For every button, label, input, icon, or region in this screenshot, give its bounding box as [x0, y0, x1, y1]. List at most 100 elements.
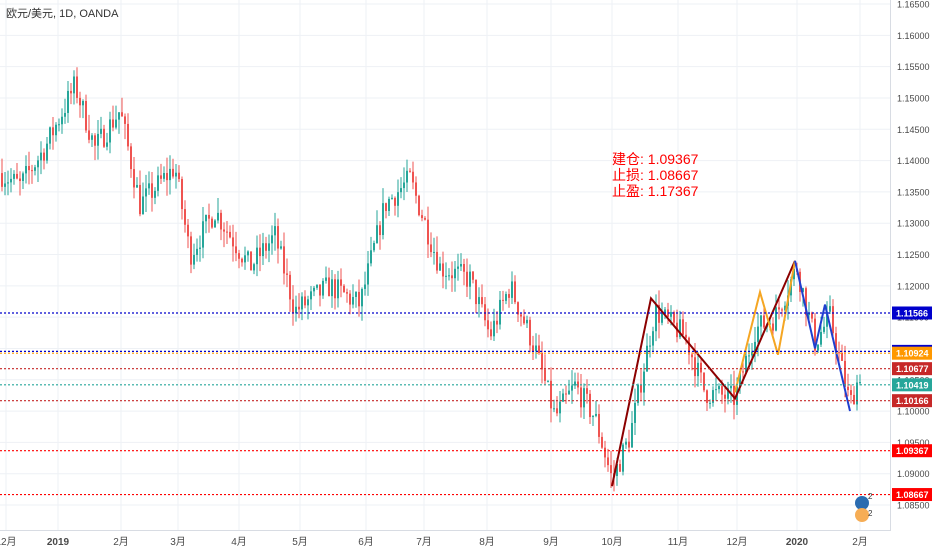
candle-body — [385, 203, 387, 211]
candle-body — [361, 288, 363, 307]
candle-body — [793, 268, 795, 280]
candle-body — [205, 214, 207, 222]
candle-body — [511, 281, 513, 298]
candle-body — [802, 288, 804, 292]
candle-body — [349, 293, 351, 305]
candle-body — [673, 312, 675, 323]
candle-body — [208, 214, 210, 219]
candle-body — [133, 169, 135, 188]
price-label-text: 1.11566 — [896, 308, 928, 318]
candle-body — [67, 90, 69, 113]
candle-body — [457, 266, 459, 269]
candle-body — [460, 264, 462, 267]
candle-body — [193, 254, 195, 265]
candle-body — [241, 258, 243, 263]
candle-body — [52, 127, 54, 136]
candle-body — [808, 312, 810, 315]
price-labels: 1.115661.109531.109241.106771.104191.101… — [892, 306, 932, 502]
candle-body — [124, 116, 126, 124]
candle-body — [850, 390, 852, 395]
candle-body — [103, 128, 105, 147]
candle-body — [715, 389, 717, 391]
candle-body — [757, 326, 759, 342]
candle-body — [487, 320, 489, 330]
event-badge-icon[interactable] — [855, 496, 869, 510]
candle-body — [712, 390, 714, 403]
candle-body — [730, 385, 732, 389]
candle-body — [466, 271, 468, 287]
candle-body — [244, 255, 246, 263]
candle-body — [580, 387, 582, 408]
event-badge-count: 2 — [868, 492, 873, 501]
price-label-box — [892, 346, 932, 360]
candle-body — [355, 291, 357, 297]
candle-body — [721, 386, 723, 395]
y-tick-label: 1.12000 — [897, 281, 930, 291]
candle-body — [844, 360, 846, 387]
candle-body — [685, 334, 687, 338]
candle-body — [703, 372, 705, 391]
candle-body — [367, 263, 369, 285]
candle-body — [733, 385, 735, 405]
candle-body — [607, 457, 609, 466]
candle-body — [742, 371, 744, 373]
candle-body — [22, 173, 24, 182]
candle-body — [805, 288, 807, 315]
candle-body — [37, 160, 39, 168]
candle-body — [415, 182, 417, 196]
candle-body — [523, 316, 525, 324]
candle-body — [478, 297, 480, 305]
x-tick-label: 11月 — [668, 536, 688, 548]
candle-body — [61, 116, 63, 125]
candle-body — [448, 275, 450, 277]
candle-body — [352, 296, 354, 305]
candle-body — [538, 345, 540, 354]
candle-body — [145, 188, 147, 197]
time-axis-background — [0, 531, 932, 550]
candle-body — [295, 306, 297, 314]
candle-body — [376, 225, 378, 243]
entry-annotation: 建仓: 1.09367 — [612, 151, 699, 167]
x-tick-label: 3月 — [170, 536, 186, 548]
event-badge[interactable]: 2 2 — [855, 492, 873, 522]
price-label-box — [892, 306, 932, 320]
candle-body — [778, 307, 780, 310]
candle-body — [340, 279, 342, 286]
event-badge-icon-secondary[interactable] — [855, 508, 869, 522]
candle-body — [571, 385, 573, 391]
x-tick-label: 2月 — [113, 536, 129, 548]
y-tick-label: 1.15500 — [897, 62, 930, 72]
candle-body — [430, 244, 432, 253]
candle-body — [97, 133, 99, 146]
candle-body — [565, 393, 567, 395]
candle-layer — [1, 67, 861, 492]
candle-body — [682, 319, 684, 335]
candle-body — [382, 203, 384, 236]
candle-body — [628, 441, 630, 448]
candle-body — [658, 304, 660, 323]
x-axis-ticks: 12月 2019 2月 3月 4月 5月 6月 7月 8月 9月 10月 11月 12月 2020 2月 — [0, 536, 868, 548]
candle-body — [835, 333, 837, 353]
candle-body — [238, 253, 240, 259]
candle-body — [271, 235, 273, 244]
candle-body — [55, 124, 57, 136]
y-tick-label: 1.09000 — [897, 469, 930, 479]
candle-body — [706, 390, 708, 403]
candle-body — [91, 135, 93, 140]
candle-body — [289, 274, 291, 300]
candle-body — [217, 212, 219, 221]
candle-body — [763, 315, 765, 328]
price-axis-background — [891, 0, 932, 550]
price-label-box — [892, 394, 932, 408]
pattern-line — [794, 260, 851, 412]
candle-body — [268, 243, 270, 251]
candle-body — [115, 119, 117, 128]
candle-body — [727, 388, 729, 399]
candle-body — [49, 127, 51, 144]
candle-body — [394, 197, 396, 206]
candle-body — [211, 218, 213, 228]
grid-layer — [0, 0, 890, 530]
candle-body — [136, 184, 138, 188]
candle-body — [229, 231, 231, 238]
